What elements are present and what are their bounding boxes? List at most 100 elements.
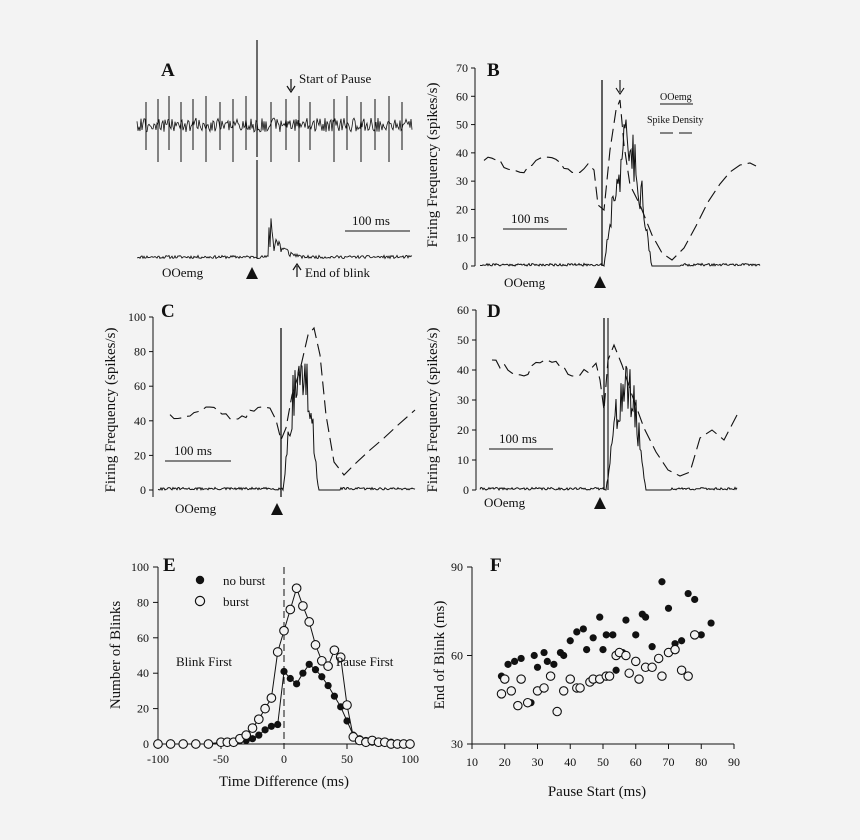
panel-b-label: B [487,60,500,81]
c-emg-waveform [157,363,416,492]
panel-f: F 10 20 30 40 50 60 70 80 90 30 60 90 Pause Start (… [432,555,740,800]
data-point-burst [316,655,327,666]
x-tick-label: 50 [341,752,353,766]
data-point-burst [310,640,321,650]
scatter-point-open [670,644,680,655]
data-point-burst [342,700,352,710]
data-point-burst [253,714,264,725]
panel-e-x-axis-label: Time Difference (ms) [219,774,349,790]
panel-a-scale-bar-label: 100 ms [352,213,390,228]
panel-b-legend-density-label: Spike Density [647,115,703,126]
panel-d-y-axis-label: Firing Frequency (spikes/s) [425,328,441,493]
data-point-burst [405,739,415,749]
panel-a-emg-waveform [136,218,413,260]
scatter-point-open [683,671,693,681]
y-tick-label: 40 [134,414,146,428]
x-tick-label: 60 [630,755,642,769]
scatter-point-filled [622,616,630,624]
scatter-point-filled [612,666,620,674]
annot-pause-first: Pause First [336,654,394,669]
scatter-point-open [558,686,569,696]
panel-a: A Start of Pause 100 ms OOemg End of bli… [136,40,413,280]
panel-f-label: F [490,555,502,576]
legend-no-burst-marker [195,575,205,585]
panel-c-trace-label: OOemg [175,501,217,516]
y-tick-label: 50 [456,118,468,132]
scatter-point-filled [589,634,597,642]
scatter-point-filled [550,660,558,668]
y-tick-label: 80 [134,345,146,359]
panel-c-label: C [161,301,175,322]
scatter-point-open [506,686,517,696]
scatter-point-filled [697,631,705,639]
panel-f-ticks: 10 20 30 40 50 60 70 80 90 30 60 90 [451,560,740,769]
panel-f-y-axis-label: End of Blink (ms) [432,601,448,710]
x-tick-label: 70 [663,755,675,769]
scatter-point-open [647,662,657,673]
data-point-no-burst [299,669,307,677]
scatter-point-open [575,683,585,693]
scatter-point-open [689,630,700,640]
data-point-no-burst [324,681,332,690]
scatter-point-filled [707,619,715,627]
scatter-point-open [621,650,631,661]
y-tick-label: 90 [451,560,463,574]
y-tick-label: 60 [456,89,468,103]
panel-d-trace-label: OOemg [484,495,526,510]
scatter-point-filled [543,657,551,666]
legend-no-burst-label: no burst [223,573,266,588]
scatter-point-filled [504,660,512,668]
y-tick-label: 100 [131,560,149,574]
scatter-point-filled [641,613,650,621]
data-point-no-burst [343,717,351,725]
scatter-point-open [522,697,533,708]
panel-a-spike-noise [136,117,413,133]
data-point-burst [165,739,176,749]
annot-blink-first: Blink First [176,654,232,669]
data-point-no-burst [280,667,288,676]
start-of-pause-arrow [286,79,296,94]
scatter-point-filled [517,654,525,663]
scatter-point-open [499,674,510,684]
panel-c-scale-bar-label: 100 ms [174,443,212,458]
scatter-point-open [624,668,634,678]
panel-c-y-axis-label: Firing Frequency (spikes/s) [103,328,119,493]
data-point-burst [272,647,283,657]
y-tick-label: 20 [134,448,146,462]
scatter-point-filled [684,589,692,598]
x-tick-label: 30 [532,755,544,769]
x-tick-label: -50 [213,752,229,766]
y-tick-label: 70 [456,61,468,75]
data-point-no-burst [286,674,294,683]
scatter-point-filled [691,595,699,604]
y-tick-label: 40 [457,363,469,377]
scatter-point-filled [658,578,666,586]
data-point-burst [298,601,308,611]
panel-e-label: E [163,555,176,576]
panel-f-series [496,578,715,717]
y-tick-label: 50 [457,333,469,347]
panel-e-y-axis-label: Number of Blinks [108,601,124,709]
y-tick-label: 0 [143,737,149,751]
panel-c-stimulus-marker [271,503,283,515]
scatter-point-open [516,674,526,684]
panel-b-legend-emg-label: OOemg [660,92,692,103]
data-point-burst [323,661,333,671]
y-tick-label: 0 [140,483,146,497]
panel-e: E -100 -50 0 50 100 0 20 40 60 80 100 Time Differe… [108,555,419,790]
scatter-point-filled [599,646,607,654]
y-tick-label: 60 [451,649,463,663]
panel-b-pause-arrow [615,80,625,95]
data-point-no-burst [330,692,338,700]
x-tick-label: 100 [401,752,419,766]
scatter-point-open [630,656,641,667]
panel-d: D 0 10 20 30 40 50 60 Firing Frequency (spikes… [425,301,738,510]
scatter-point-open [513,700,523,711]
panel-b-spike-density-curve [483,99,757,261]
panel-c: C 0 20 40 60 80 100 Firing Frequency (spikes/… [103,301,416,516]
scatter-point-filled [540,648,548,657]
panel-f-x-axis-label: Pause Start (ms) [548,784,646,800]
data-point-burst [279,625,289,636]
x-tick-label: 0 [281,752,287,766]
